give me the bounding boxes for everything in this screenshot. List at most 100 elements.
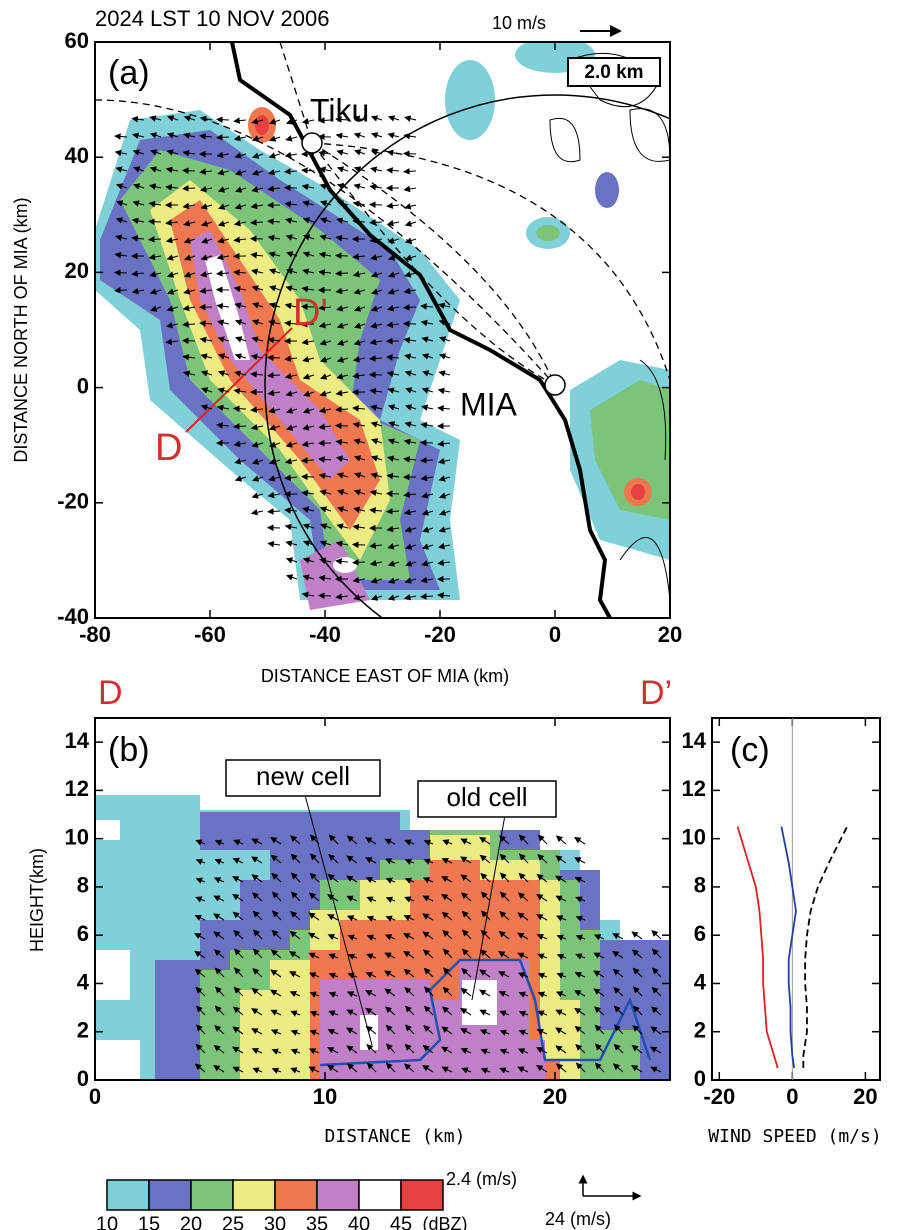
wind-vector bbox=[575, 915, 586, 922]
wind-vector bbox=[216, 151, 230, 159]
wind-vector bbox=[195, 858, 206, 865]
wind-vector bbox=[290, 911, 301, 921]
wind-vector bbox=[251, 135, 264, 142]
wind-vector bbox=[631, 1064, 643, 1073]
wind-vector bbox=[421, 387, 434, 394]
colorbar-box bbox=[106, 1179, 150, 1211]
wind-vector bbox=[351, 559, 366, 566]
wind-vector bbox=[289, 991, 301, 998]
wind-vector bbox=[420, 474, 434, 482]
wind-vector bbox=[115, 183, 128, 190]
wind-vector bbox=[437, 457, 451, 465]
wind-vector bbox=[328, 991, 339, 998]
wind-vector bbox=[286, 424, 298, 431]
wind-vector bbox=[199, 320, 213, 327]
wind-vector bbox=[366, 1062, 377, 1073]
wind-vector bbox=[437, 542, 451, 550]
vector-scale-label: 24 (m/s) bbox=[545, 1209, 611, 1229]
x-tick-label: -40 bbox=[309, 622, 341, 647]
wind-vector bbox=[235, 186, 247, 193]
reflectivity-field bbox=[95, 42, 670, 618]
wind-vector bbox=[404, 404, 417, 411]
wind-vector bbox=[574, 1025, 586, 1035]
section-label: D bbox=[155, 427, 182, 469]
wind-vector bbox=[318, 456, 332, 463]
wind-vector bbox=[131, 235, 145, 242]
wind-vector bbox=[386, 219, 400, 227]
wind-vector bbox=[438, 526, 451, 533]
wind-vector bbox=[352, 405, 366, 412]
wind-vector bbox=[268, 475, 281, 482]
x-tick-label: 20 bbox=[853, 1084, 877, 1109]
station-marker bbox=[301, 132, 323, 154]
height-label: 2.0 km bbox=[584, 62, 643, 83]
wind-vector bbox=[365, 837, 377, 845]
wind-vector bbox=[194, 1063, 206, 1073]
wind-vector bbox=[438, 492, 451, 499]
wind-vector bbox=[334, 270, 349, 277]
wind-vector bbox=[166, 132, 179, 139]
wind-vector bbox=[518, 991, 529, 998]
wind-vector bbox=[366, 915, 377, 922]
wind-vector bbox=[131, 287, 145, 295]
wind-vector bbox=[386, 167, 400, 174]
wind-vector bbox=[536, 873, 548, 883]
wind-vector bbox=[555, 1045, 567, 1054]
wind-vector bbox=[308, 892, 320, 902]
wind-vector bbox=[284, 168, 298, 175]
wind-vector bbox=[404, 203, 417, 210]
wind-vector bbox=[269, 135, 281, 142]
wind-vector bbox=[195, 1005, 206, 1016]
wind-vector bbox=[419, 439, 434, 447]
wind-vector bbox=[234, 152, 247, 159]
wind-vector bbox=[498, 930, 510, 940]
wind-vector bbox=[148, 200, 162, 208]
wind-vector bbox=[285, 268, 298, 275]
y-tick-label: 10 bbox=[682, 824, 706, 849]
wind-vector bbox=[517, 972, 529, 979]
wind-vector bbox=[251, 285, 264, 292]
wind-vector bbox=[385, 915, 396, 922]
wind-vector bbox=[302, 373, 315, 380]
wind-vector bbox=[574, 837, 586, 845]
wind-vector bbox=[233, 929, 244, 940]
wind-vector bbox=[166, 271, 179, 278]
wind-vector bbox=[370, 455, 383, 462]
wind-vector bbox=[517, 932, 529, 940]
colorbar-label: 35 bbox=[306, 1213, 328, 1230]
wind-vector bbox=[388, 271, 400, 278]
wind-vector bbox=[386, 202, 400, 209]
wind-vector bbox=[301, 489, 315, 497]
wind-vector bbox=[337, 339, 349, 346]
wind-vector bbox=[403, 438, 417, 446]
wind-vector bbox=[318, 321, 332, 329]
wind-vector bbox=[537, 991, 548, 998]
wind-vector bbox=[371, 438, 383, 445]
wind-vector bbox=[387, 543, 400, 550]
wind-vector bbox=[404, 370, 417, 377]
colorbar-box bbox=[274, 1179, 318, 1211]
wind-vector bbox=[336, 305, 349, 312]
wind-vector bbox=[613, 986, 624, 997]
station-label: Tiku bbox=[310, 92, 369, 128]
wind-vector bbox=[267, 491, 281, 499]
wind-vector bbox=[354, 472, 366, 479]
wind-vector bbox=[284, 151, 298, 159]
wind-vector bbox=[352, 115, 366, 122]
wind-vector bbox=[438, 370, 451, 377]
wind-vector bbox=[403, 287, 417, 295]
wind-vector bbox=[317, 592, 332, 600]
wind-vector bbox=[555, 875, 567, 883]
wind-vector bbox=[195, 986, 206, 997]
wind-vector bbox=[593, 988, 605, 997]
wind-vector bbox=[632, 967, 643, 978]
wind-vector bbox=[368, 201, 383, 209]
wind-vector bbox=[387, 288, 400, 295]
wind-vector bbox=[328, 972, 339, 979]
wind-vector bbox=[183, 237, 196, 244]
profile-line bbox=[802, 826, 848, 1068]
wind-vector bbox=[199, 336, 213, 344]
wind-vector bbox=[402, 150, 417, 158]
wind-vector bbox=[346, 895, 358, 902]
wind-vector bbox=[498, 991, 510, 998]
